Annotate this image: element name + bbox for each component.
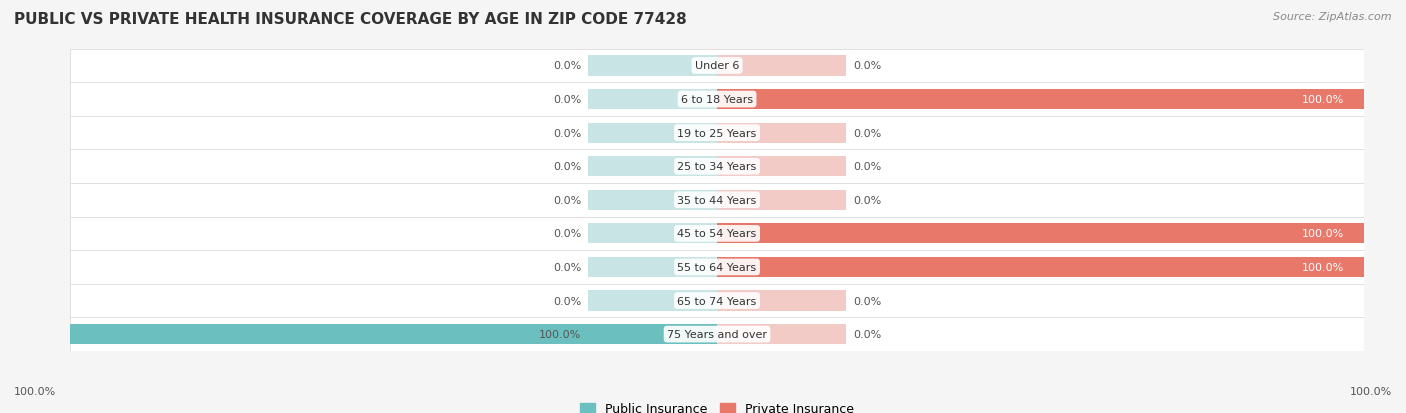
Bar bbox=[588, 257, 717, 278]
Bar bbox=[70, 284, 1364, 318]
Text: 100.0%: 100.0% bbox=[14, 387, 56, 396]
Text: 75 Years and over: 75 Years and over bbox=[666, 329, 768, 339]
Bar bbox=[717, 157, 846, 177]
Bar bbox=[717, 224, 1364, 244]
Bar bbox=[717, 257, 1364, 278]
Bar bbox=[588, 324, 717, 344]
Text: 55 to 64 Years: 55 to 64 Years bbox=[678, 262, 756, 272]
Text: 100.0%: 100.0% bbox=[1302, 262, 1344, 272]
Text: 0.0%: 0.0% bbox=[553, 296, 581, 306]
Bar bbox=[588, 224, 717, 244]
Text: 35 to 44 Years: 35 to 44 Years bbox=[678, 195, 756, 205]
Bar bbox=[588, 90, 717, 110]
Text: 65 to 74 Years: 65 to 74 Years bbox=[678, 296, 756, 306]
Text: 0.0%: 0.0% bbox=[853, 61, 882, 71]
Bar bbox=[588, 291, 717, 311]
Bar bbox=[70, 150, 1364, 183]
Legend: Public Insurance, Private Insurance: Public Insurance, Private Insurance bbox=[575, 397, 859, 413]
Bar bbox=[70, 183, 1364, 217]
Text: 0.0%: 0.0% bbox=[853, 195, 882, 205]
Bar bbox=[70, 217, 1364, 251]
Text: 0.0%: 0.0% bbox=[853, 296, 882, 306]
Text: 0.0%: 0.0% bbox=[853, 128, 882, 138]
Bar bbox=[70, 324, 717, 344]
Bar bbox=[588, 56, 717, 76]
Text: 0.0%: 0.0% bbox=[553, 195, 581, 205]
Text: 100.0%: 100.0% bbox=[1302, 229, 1344, 239]
Text: 0.0%: 0.0% bbox=[553, 95, 581, 105]
Text: PUBLIC VS PRIVATE HEALTH INSURANCE COVERAGE BY AGE IN ZIP CODE 77428: PUBLIC VS PRIVATE HEALTH INSURANCE COVER… bbox=[14, 12, 686, 27]
Bar bbox=[717, 90, 846, 110]
Text: 25 to 34 Years: 25 to 34 Years bbox=[678, 162, 756, 172]
Text: 0.0%: 0.0% bbox=[553, 162, 581, 172]
Bar bbox=[70, 318, 1364, 351]
Text: 100.0%: 100.0% bbox=[538, 329, 581, 339]
Text: 0.0%: 0.0% bbox=[853, 162, 882, 172]
Text: 0.0%: 0.0% bbox=[553, 61, 581, 71]
Text: 0.0%: 0.0% bbox=[553, 128, 581, 138]
Bar bbox=[717, 291, 846, 311]
Text: Source: ZipAtlas.com: Source: ZipAtlas.com bbox=[1274, 12, 1392, 22]
Bar bbox=[717, 324, 846, 344]
Bar bbox=[717, 224, 846, 244]
Text: 0.0%: 0.0% bbox=[553, 229, 581, 239]
Bar bbox=[588, 157, 717, 177]
Text: 45 to 54 Years: 45 to 54 Years bbox=[678, 229, 756, 239]
Text: 0.0%: 0.0% bbox=[553, 262, 581, 272]
Bar bbox=[70, 50, 1364, 83]
Bar bbox=[717, 190, 846, 210]
Bar bbox=[588, 190, 717, 210]
Text: Under 6: Under 6 bbox=[695, 61, 740, 71]
Text: 100.0%: 100.0% bbox=[1350, 387, 1392, 396]
Bar bbox=[717, 257, 846, 278]
Bar bbox=[70, 251, 1364, 284]
Bar bbox=[717, 123, 846, 143]
Bar bbox=[70, 83, 1364, 116]
Text: 19 to 25 Years: 19 to 25 Years bbox=[678, 128, 756, 138]
Text: 100.0%: 100.0% bbox=[1302, 95, 1344, 105]
Text: 6 to 18 Years: 6 to 18 Years bbox=[681, 95, 754, 105]
Bar bbox=[588, 123, 717, 143]
Bar bbox=[70, 116, 1364, 150]
Bar bbox=[717, 90, 1364, 110]
Bar bbox=[717, 56, 846, 76]
Text: 0.0%: 0.0% bbox=[853, 329, 882, 339]
